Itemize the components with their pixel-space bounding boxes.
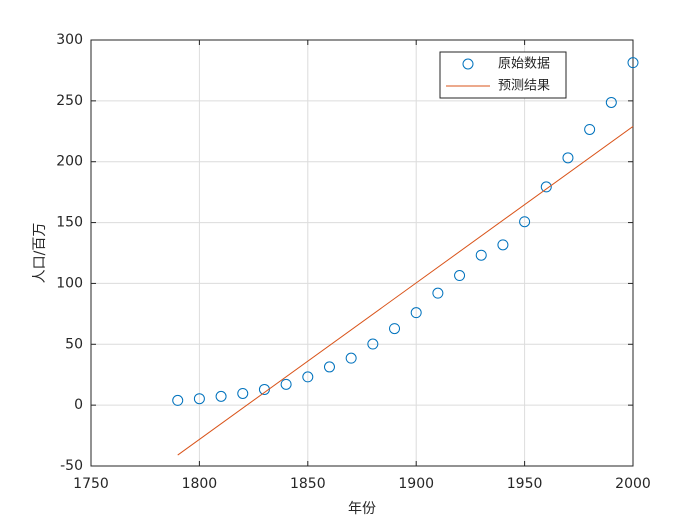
data-point — [237, 387, 249, 399]
data-point — [280, 378, 292, 390]
y-tick-label: 250 — [56, 93, 83, 109]
x-tick-label: 1800 — [182, 476, 218, 492]
data-point — [584, 123, 596, 135]
y-tick-label: 100 — [56, 275, 83, 291]
data-point — [519, 216, 531, 228]
line-series — [177, 126, 634, 456]
plot-frame — [90, 39, 634, 467]
y-tick-label: 0 — [74, 397, 83, 413]
data-point — [410, 307, 422, 319]
x-tick-label: 1900 — [398, 476, 434, 492]
data-point — [540, 181, 552, 193]
data-point — [367, 338, 379, 350]
legend-label: 预测结果 — [498, 79, 550, 94]
y-tick-label: 150 — [56, 215, 83, 231]
x-axis-label: 年份 — [348, 501, 376, 517]
data-point — [193, 393, 205, 405]
data-point — [605, 96, 617, 108]
y-tick-label: 50 — [65, 336, 83, 352]
legend-swatch — [462, 58, 474, 70]
x-tick-label: 1850 — [290, 476, 326, 492]
y-tick-label: 200 — [56, 154, 83, 170]
data-point — [215, 390, 227, 402]
data-point — [497, 239, 509, 251]
data-point — [345, 352, 357, 364]
y-axis-label: 人口/百万 — [32, 223, 48, 284]
x-tick-label: 2000 — [615, 476, 651, 492]
y-tick-label: -50 — [60, 458, 83, 474]
y-tick-label: 300 — [56, 32, 83, 48]
data-point — [389, 323, 401, 335]
data-point — [172, 394, 184, 406]
data-point — [475, 249, 487, 261]
x-tick-label: 1750 — [73, 476, 109, 492]
legend-box — [439, 51, 567, 99]
data-point — [627, 57, 639, 69]
data-point — [302, 371, 314, 383]
data-point — [562, 152, 574, 164]
data-point — [323, 361, 335, 373]
data-point — [454, 270, 466, 282]
legend-label: 原始数据 — [498, 57, 550, 72]
x-tick-label: 1950 — [507, 476, 543, 492]
data-point — [432, 287, 444, 299]
